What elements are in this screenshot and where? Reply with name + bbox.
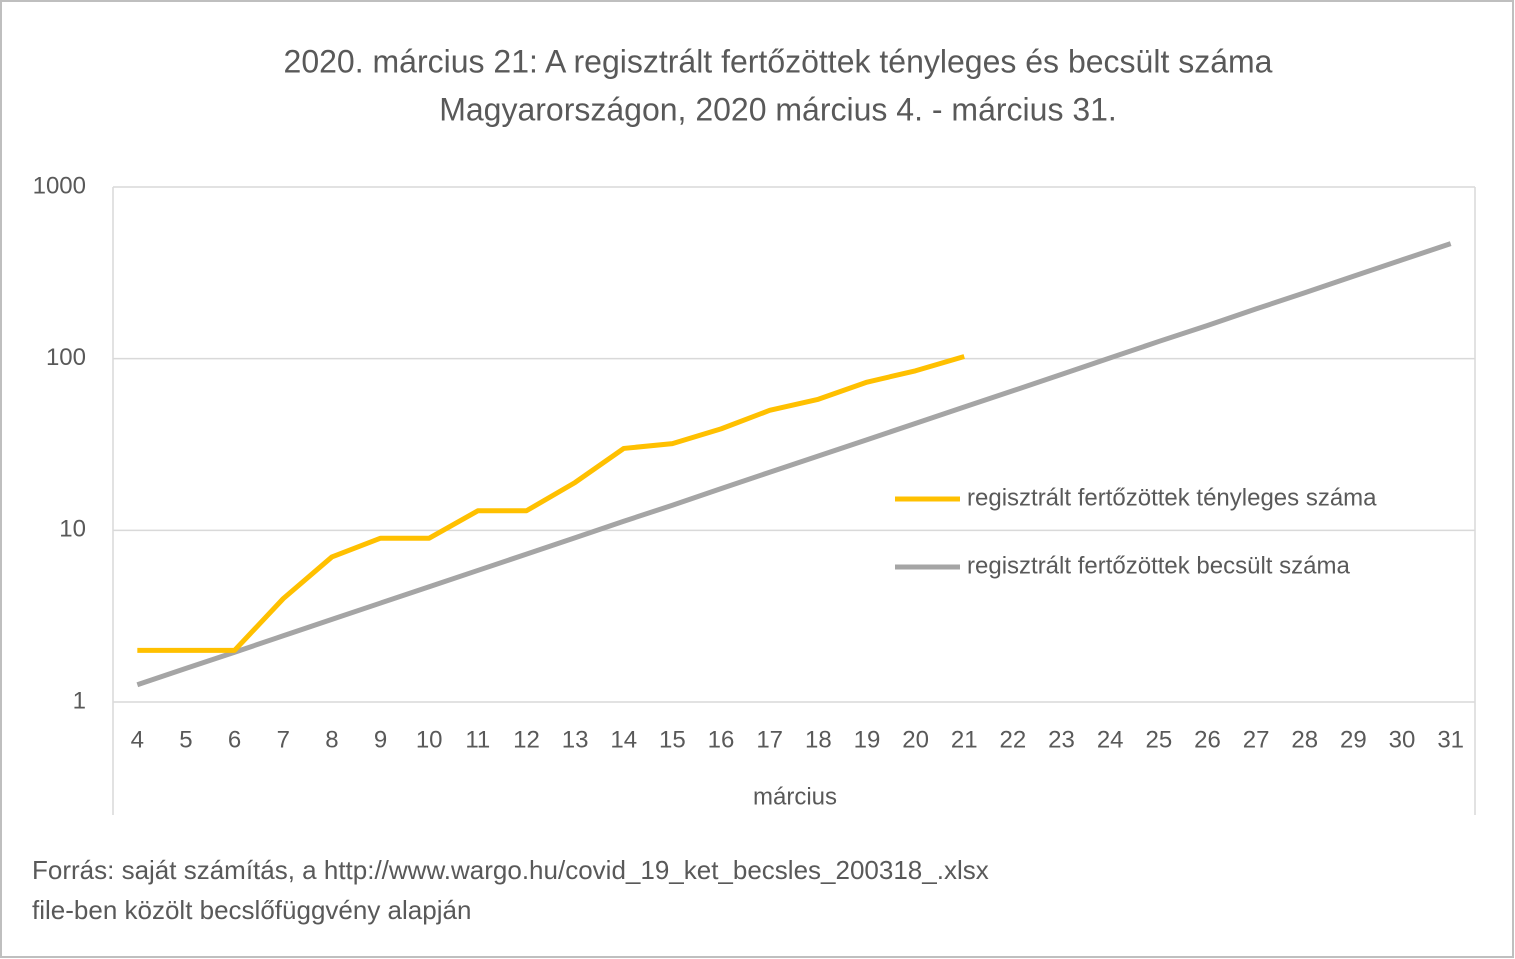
x-tick-label: 26	[1194, 726, 1221, 753]
x-tick-label: 24	[1097, 726, 1124, 753]
y-tick-label: 100	[46, 344, 86, 371]
series-line	[137, 354, 965, 653]
x-tick-label: 12	[513, 726, 540, 753]
y-tick-label: 1	[73, 687, 86, 714]
x-axis-label: március	[753, 783, 837, 810]
x-tick-label: 30	[1389, 726, 1416, 753]
x-tick-label: 25	[1145, 726, 1172, 753]
x-tick-label: 31	[1437, 726, 1464, 753]
y-tick-label: 10	[59, 516, 86, 543]
x-tick-label: 29	[1340, 726, 1367, 753]
x-tick-label: 8	[325, 726, 338, 753]
x-tick-label: 5	[179, 726, 192, 753]
x-tick-label: 16	[708, 726, 735, 753]
legend-label: regisztrált fertőzöttek becsült száma	[967, 552, 1350, 579]
x-tick-label: 6	[228, 726, 241, 753]
x-tick-label: 20	[902, 726, 929, 753]
x-tick-label: 18	[805, 726, 832, 753]
x-tick-label: 15	[659, 726, 686, 753]
y-tick-label: 1000	[33, 172, 86, 199]
series-line	[136, 241, 1452, 688]
x-tick-label: 4	[131, 726, 144, 753]
x-tick-label: 11	[465, 726, 490, 753]
source: Forrás: saját számítás, a http://www.war…	[32, 855, 989, 885]
chart-title: 2020. március 21: A regisztrált fertőzöt…	[284, 43, 1273, 79]
x-tick-label: 21	[951, 726, 978, 753]
x-tick-label: 19	[854, 726, 881, 753]
x-tick-label: 27	[1243, 726, 1270, 753]
x-tick-label: 14	[610, 726, 637, 753]
x-tick-label: 22	[1000, 726, 1027, 753]
x-tick-label: 9	[374, 726, 387, 753]
x-tick-label: 10	[416, 726, 443, 753]
x-tick-label: 13	[562, 726, 589, 753]
x-tick-label: 17	[756, 726, 783, 753]
x-tick-label: 28	[1291, 726, 1318, 753]
chart-title: Magyarországon, 2020 március 4. - márciu…	[439, 91, 1117, 127]
x-tick-label: 23	[1048, 726, 1075, 753]
x-tick-label: 7	[277, 726, 290, 753]
source: file-ben közölt becslőfüggvény alapján	[32, 895, 471, 925]
legend-label: regisztrált fertőzöttek tényleges száma	[967, 484, 1377, 511]
